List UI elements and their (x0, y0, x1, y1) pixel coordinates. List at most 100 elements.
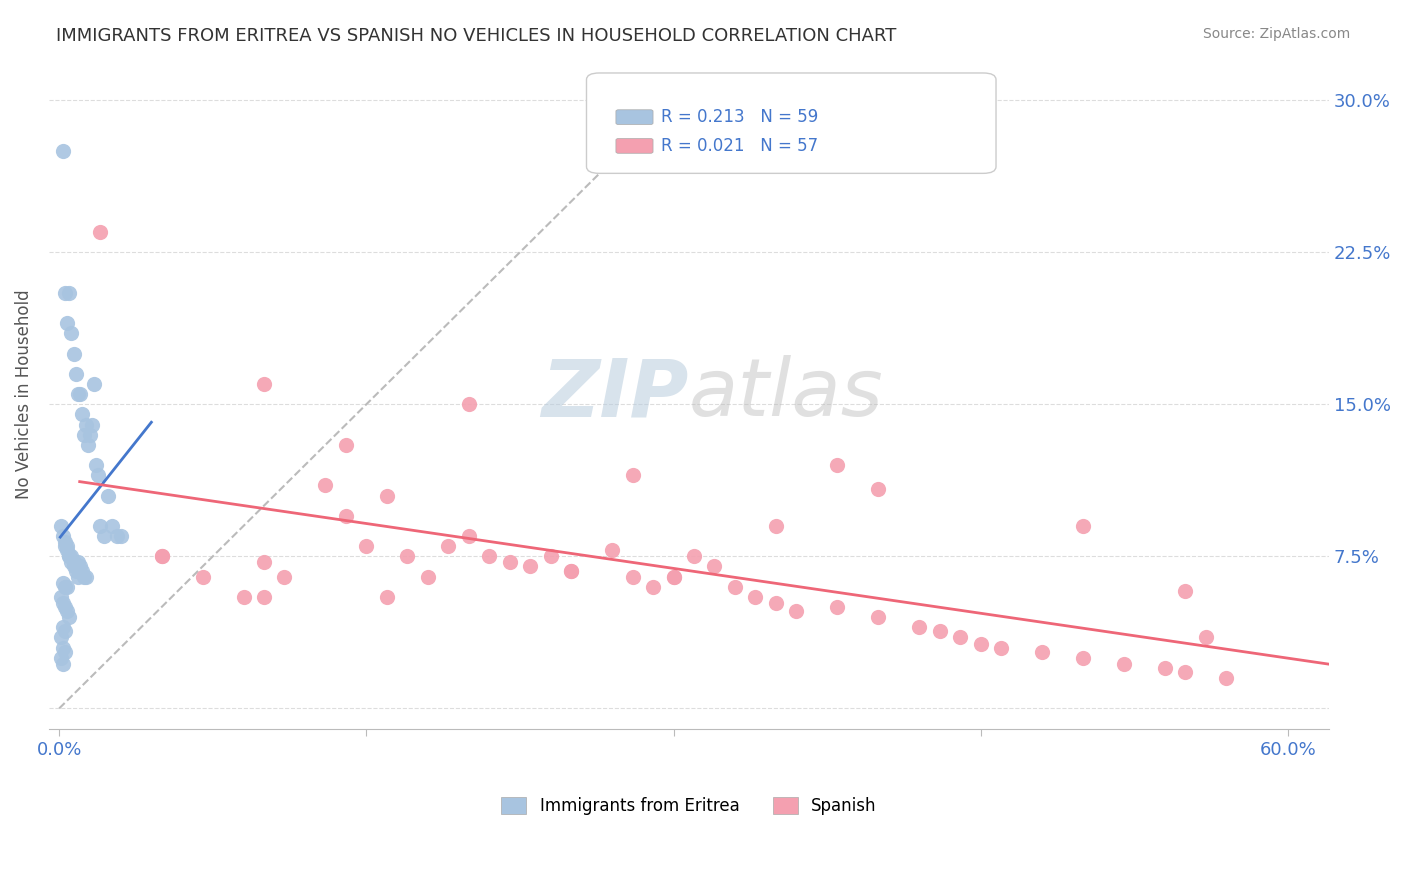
Point (724, 580, 747, 594)
FancyBboxPatch shape (616, 138, 652, 153)
Point (53, 645, 76, 659)
Point (56, 580, 79, 594)
Point (65, 559, 87, 574)
Point (827, 600, 849, 615)
Point (150, 549, 173, 564)
Point (990, 640, 1012, 655)
Point (191, 569, 214, 583)
Point (97, 489, 120, 503)
Point (52, 144, 75, 158)
Point (150, 549, 173, 564)
Point (80, 417, 103, 432)
Point (540, 549, 562, 564)
Point (60, 326, 83, 341)
Point (1174, 665, 1197, 679)
Point (457, 529, 479, 543)
Point (62, 559, 84, 574)
Point (949, 631, 972, 645)
Text: R = 0.021   N = 57: R = 0.021 N = 57 (661, 136, 818, 155)
Point (69, 559, 91, 574)
Point (89, 225, 111, 239)
Point (101, 519, 124, 533)
Point (53, 539, 76, 553)
Point (396, 549, 419, 564)
Point (75, 417, 97, 432)
Point (375, 590, 398, 604)
Point (53, 600, 76, 615)
Point (52, 596, 75, 610)
Point (314, 478, 336, 492)
Point (73, 569, 96, 583)
Point (56, 316, 79, 330)
Point (51, 590, 73, 604)
Point (765, 519, 787, 533)
Point (1112, 657, 1135, 671)
Point (519, 559, 541, 574)
Text: IMMIGRANTS FROM ERITREA VS SPANISH NO VEHICLES IN HOUSEHOLD CORRELATION CHART: IMMIGRANTS FROM ERITREA VS SPANISH NO VE… (56, 27, 897, 45)
Point (908, 620, 931, 634)
Point (56, 604, 79, 618)
Point (73, 427, 96, 442)
Point (868, 483, 890, 497)
Point (1174, 583, 1197, 598)
Point (62, 346, 84, 360)
Point (1071, 519, 1094, 533)
Point (560, 564, 582, 578)
Point (969, 636, 991, 650)
Point (70, 564, 93, 578)
Point (253, 590, 276, 604)
Text: atlas: atlas (689, 355, 883, 434)
Point (621, 569, 644, 583)
Point (62, 556, 84, 570)
Point (416, 569, 439, 583)
FancyBboxPatch shape (616, 110, 652, 125)
Point (53, 535, 76, 549)
Point (110, 529, 132, 543)
Point (52, 529, 75, 543)
FancyBboxPatch shape (586, 73, 995, 173)
Point (51, 650, 73, 665)
Legend: Immigrants from Eritrea, Spanish: Immigrants from Eritrea, Spanish (495, 790, 883, 822)
Point (79, 427, 101, 442)
Point (375, 489, 398, 503)
Point (703, 559, 725, 574)
Point (58, 549, 80, 564)
Point (641, 580, 664, 594)
Point (105, 529, 128, 543)
Point (868, 610, 890, 624)
Point (58, 549, 80, 564)
Point (457, 397, 479, 411)
Point (58, 285, 80, 300)
Point (478, 549, 501, 564)
Point (69, 387, 91, 401)
Point (53, 580, 76, 594)
Point (621, 468, 644, 483)
Point (827, 458, 849, 472)
Point (253, 377, 276, 392)
Point (273, 569, 295, 583)
Point (600, 543, 623, 558)
Point (785, 604, 807, 618)
Point (77, 438, 100, 452)
Point (662, 569, 685, 583)
Point (70, 408, 93, 422)
Point (84, 458, 107, 472)
Point (56, 539, 79, 553)
Point (65, 564, 87, 578)
Point (335, 438, 357, 452)
Point (928, 624, 950, 639)
Point (58, 610, 80, 624)
Point (66, 387, 89, 401)
Point (83, 377, 105, 392)
Point (52, 657, 75, 671)
Text: R = 0.213   N = 59: R = 0.213 N = 59 (661, 108, 818, 126)
Point (60, 549, 83, 564)
Point (744, 590, 766, 604)
Point (56, 543, 79, 558)
Text: Source: ZipAtlas.com: Source: ZipAtlas.com (1202, 27, 1350, 41)
Point (560, 564, 582, 578)
Point (66, 556, 89, 570)
Point (765, 596, 787, 610)
Point (89, 519, 111, 533)
Point (60, 556, 83, 570)
